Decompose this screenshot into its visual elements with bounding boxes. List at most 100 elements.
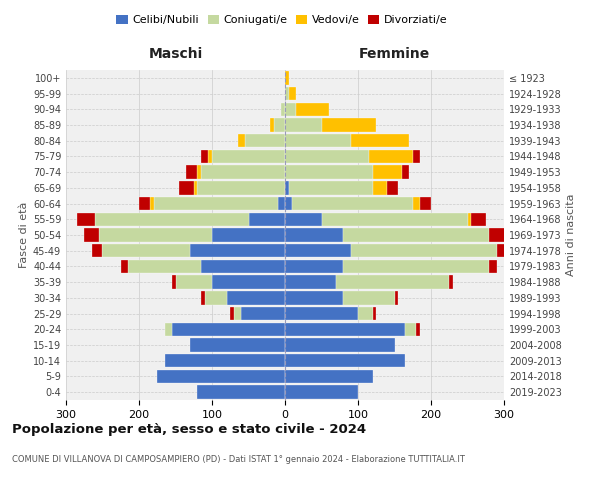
Bar (350, 244, 497, 258)
Bar (387, 181, 398, 194)
Y-axis label: Anni di nascita: Anni di nascita (566, 194, 576, 276)
Bar (285, 134, 350, 147)
Bar (467, 212, 471, 226)
Bar (395, 291, 398, 304)
Bar (154, 197, 278, 210)
Bar (179, 181, 194, 194)
Bar (373, 181, 387, 194)
Bar (271, 118, 274, 132)
Bar (285, 260, 343, 273)
Bar (187, 166, 197, 179)
Bar (248, 212, 285, 226)
Bar (99, 228, 212, 241)
Bar (212, 150, 285, 163)
Bar (164, 322, 172, 336)
Bar (343, 260, 490, 273)
Bar (190, 244, 285, 258)
Bar (212, 276, 285, 289)
Bar (343, 291, 395, 304)
Bar (285, 71, 289, 85)
Bar (285, 87, 289, 100)
Text: Femmine: Femmine (359, 46, 430, 60)
Bar (285, 166, 373, 179)
Bar (490, 260, 497, 273)
Bar (413, 150, 420, 163)
Bar (285, 102, 296, 116)
Bar (103, 244, 190, 258)
Bar (150, 197, 154, 210)
Bar (278, 197, 285, 210)
Bar (289, 181, 373, 194)
Bar (234, 307, 241, 320)
Bar (197, 166, 201, 179)
Bar (285, 354, 406, 368)
Bar (285, 322, 406, 336)
Bar (201, 166, 285, 179)
Bar (190, 338, 285, 351)
Y-axis label: Fasce di età: Fasce di età (19, 202, 29, 268)
Bar (406, 322, 416, 336)
Bar (402, 166, 409, 179)
Bar (373, 166, 402, 179)
Bar (373, 307, 376, 320)
Bar (230, 307, 234, 320)
Bar (197, 386, 285, 399)
Bar (292, 197, 413, 210)
Bar (285, 181, 289, 194)
Bar (285, 276, 336, 289)
Bar (238, 134, 245, 147)
Bar (358, 307, 373, 320)
Bar (128, 260, 201, 273)
Bar (285, 338, 395, 351)
Bar (176, 276, 212, 289)
Bar (296, 102, 329, 116)
Bar (201, 260, 285, 273)
Bar (322, 212, 467, 226)
Bar (285, 228, 343, 241)
Bar (205, 291, 227, 304)
Bar (157, 370, 285, 383)
Bar (285, 244, 350, 258)
Bar (285, 197, 292, 210)
Bar (420, 197, 431, 210)
Bar (164, 354, 285, 368)
Bar (350, 134, 409, 147)
Bar (281, 102, 285, 116)
Text: Popolazione per età, sesso e stato civile - 2024: Popolazione per età, sesso e stato civil… (12, 422, 366, 436)
Bar (245, 134, 285, 147)
Text: COMUNE DI VILLANOVA DI CAMPOSAMPIERO (PD) - Dati ISTAT 1° gennaio 2024 - Elabora: COMUNE DI VILLANOVA DI CAMPOSAMPIERO (PD… (12, 455, 465, 464)
Bar (322, 118, 376, 132)
Bar (289, 87, 296, 100)
Bar (285, 370, 373, 383)
Bar (471, 212, 486, 226)
Bar (92, 244, 103, 258)
Bar (343, 228, 490, 241)
Bar (285, 307, 358, 320)
Bar (84, 228, 99, 241)
Bar (201, 291, 205, 304)
Bar (95, 212, 248, 226)
Legend: Celibi/Nubili, Coniugati/e, Vedovi/e, Divorziati/e: Celibi/Nubili, Coniugati/e, Vedovi/e, Di… (112, 10, 452, 30)
Bar (285, 212, 322, 226)
Bar (285, 291, 343, 304)
Bar (449, 276, 453, 289)
Bar (336, 276, 449, 289)
Bar (490, 228, 511, 241)
Bar (274, 118, 285, 132)
Text: Maschi: Maschi (148, 46, 203, 60)
Bar (121, 260, 128, 273)
Bar (208, 150, 212, 163)
Bar (172, 322, 285, 336)
Bar (285, 118, 322, 132)
Bar (285, 150, 369, 163)
Bar (369, 150, 413, 163)
Bar (413, 197, 420, 210)
Bar (497, 244, 518, 258)
Bar (285, 386, 358, 399)
Bar (194, 181, 197, 194)
Bar (172, 276, 176, 289)
Bar (197, 181, 285, 194)
Bar (416, 322, 420, 336)
Bar (139, 197, 150, 210)
Bar (212, 228, 285, 241)
